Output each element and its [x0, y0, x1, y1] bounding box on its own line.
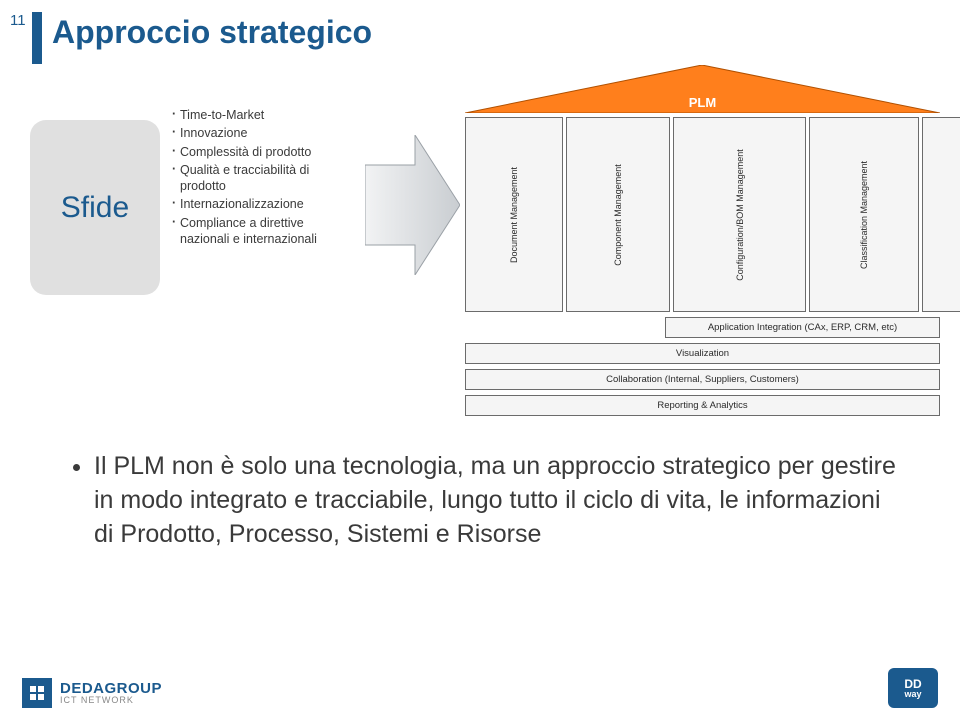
plm-pillar: Component Management [566, 117, 670, 312]
sfide-bullet: Qualità e tracciabilità di prodotto [172, 162, 355, 195]
footer-left-main: DEDAGROUP [60, 681, 162, 696]
plm-app-integration-bar: Application Integration (CAx, ERP, CRM, … [665, 317, 940, 338]
sfide-bullet: Time-to-Market [172, 107, 355, 123]
sfide-bullet: Complessità di prodotto [172, 144, 355, 160]
plm-diagram: PLM Document Management Component Manage… [465, 65, 940, 425]
plm-pillar: Configuration/BOM Management [673, 117, 807, 312]
plm-footer-bars: Application Integration (CAx, ERP, CRM, … [465, 317, 940, 416]
plm-pillar: Document Management [465, 117, 563, 312]
accent-bar [32, 12, 42, 64]
slide-title: Approccio strategico [52, 14, 372, 51]
plm-bar: Collaboration (Internal, Suppliers, Cust… [465, 369, 940, 390]
plm-pillars: Document Management Component Management… [465, 117, 940, 312]
plm-bar: Visualization [465, 343, 940, 364]
sfide-bullet: Innovazione [172, 125, 355, 141]
sfide-bullet: Compliance a direttive nazionali e inter… [172, 215, 355, 248]
sfide-bullets: Time-to-Market Innovazione Complessità d… [160, 95, 365, 315]
arrow-icon [365, 135, 460, 275]
plm-bar: Reporting & Analytics [465, 395, 940, 416]
body-bullet: Il PLM non è solo una tecnologia, ma un … [94, 450, 900, 551]
footer-logo-left: DEDAGROUP ICT NETWORK [22, 678, 162, 708]
sfide-bullet: Internazionalizzazione [172, 196, 355, 212]
sfide-box: Sfide [30, 120, 160, 295]
sfide-label: Sfide [61, 191, 129, 225]
page-number: 11 [10, 12, 26, 29]
plm-roof: PLM [465, 65, 940, 113]
plm-roof-label: PLM [465, 95, 940, 110]
footer-logo-right: DD way [888, 668, 938, 708]
plm-pillar: Classification Management [809, 117, 919, 312]
body-text: Il PLM non è solo una tecnologia, ma un … [70, 450, 900, 551]
footer-right-bottom: way [904, 690, 921, 699]
sfide-bullet-list: Time-to-Market Innovazione Complessità d… [172, 107, 355, 247]
footer-left-sub: ICT NETWORK [60, 696, 162, 705]
plm-pillar: Workflow/Process Management [922, 117, 960, 312]
dedagroup-icon [22, 678, 52, 708]
